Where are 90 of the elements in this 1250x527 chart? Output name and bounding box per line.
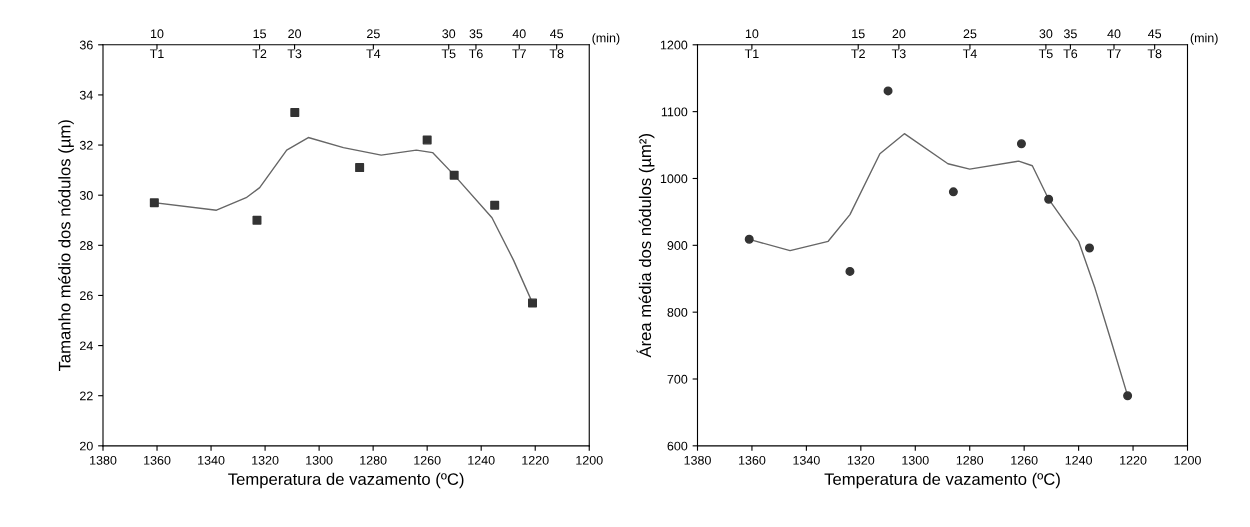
x-tick-label: 1360 [144, 455, 171, 465]
text: 45 [1148, 29, 1162, 39]
y-axis-title: Área média dos nódulos (µm²) [636, 134, 655, 358]
annotation: T6 [1063, 49, 1078, 59]
x-tick-label: 1220 [522, 455, 549, 465]
annotation: T5 [441, 49, 456, 59]
point [1016, 139, 1026, 149]
x-tick-label: 1240 [1065, 455, 1093, 465]
y-tick-label: 1100 [661, 107, 688, 117]
x-tick-label: 1220 [1120, 455, 1147, 465]
annotation: T1 [149, 49, 164, 59]
x-tick-label: 1200 [1174, 455, 1201, 465]
point [528, 298, 538, 308]
x-tick-label: 1340 [198, 455, 225, 465]
y-tick-label: 28 [80, 241, 93, 250]
x-tick-label: 1360 [739, 455, 766, 465]
point [449, 170, 459, 180]
y-tick-label: 26 [80, 291, 93, 301]
text: 25 [367, 29, 380, 39]
text: 40 [1107, 29, 1121, 39]
text: 10 [150, 29, 164, 39]
text: 35 [1063, 29, 1077, 39]
text: 15 [852, 29, 865, 39]
annotation: T4 [366, 49, 381, 59]
annotation: T3 [287, 49, 302, 59]
point [1044, 194, 1054, 204]
y-tick-label: 900 [667, 241, 688, 250]
x-tick-label: 1280 [956, 455, 984, 465]
y-tick-label: 700 [667, 374, 688, 384]
text: 30 [1039, 29, 1053, 39]
text: 20 [892, 29, 906, 39]
point [845, 266, 855, 276]
x-tick-label: 1240 [468, 455, 495, 465]
y-tick-label: 800 [667, 307, 688, 317]
y-tick-label: 36 [79, 40, 93, 50]
annotation: T8 [549, 49, 564, 59]
point [355, 163, 365, 173]
text: 45 [550, 29, 564, 39]
text: (min) [592, 33, 620, 45]
point [490, 200, 500, 210]
x-tick-label: 1320 [847, 455, 875, 465]
text: 10 [745, 29, 759, 39]
text: 35 [469, 29, 483, 39]
annotation: T5 [1038, 49, 1053, 59]
x-axis-title: Temperatura de vazamento (ºC) [824, 472, 1060, 489]
point [149, 198, 159, 208]
text: 25 [963, 29, 977, 39]
y-tick-label: 34 [79, 90, 93, 100]
x-tick-label: 1320 [252, 455, 279, 465]
point [290, 107, 300, 117]
y-tick-label: 24 [80, 341, 93, 351]
annotation: T2 [851, 49, 865, 59]
text: 40 [512, 29, 526, 39]
x-tick-label: 1380 [90, 455, 117, 465]
point [1123, 391, 1133, 401]
text: (min) [1190, 33, 1218, 45]
x-tick-label: 1200 [576, 455, 603, 465]
annotation: T8 [1147, 49, 1162, 59]
x-tick-label: 1280 [360, 455, 387, 465]
x-tick-label: 1380 [684, 455, 711, 465]
point [948, 187, 958, 197]
annotation: T2 [252, 49, 267, 59]
annotation: T4 [962, 49, 977, 59]
annotation: T3 [891, 49, 906, 59]
point [883, 86, 893, 96]
point [1085, 243, 1094, 253]
point [252, 215, 262, 225]
x-tick-label: 1300 [306, 455, 333, 465]
annotation: T1 [744, 49, 759, 59]
x-tick-label: 1260 [1011, 455, 1038, 465]
y-tick-label: 1000 [660, 174, 688, 184]
annotation: T7 [512, 49, 526, 59]
y-tick-label: 1200 [660, 40, 688, 50]
y-axis-title: Tamanho médio dos nódulos (µm) [58, 120, 74, 372]
x-tick-label: 1300 [902, 455, 929, 465]
point [744, 234, 754, 244]
y-tick-label: 30 [79, 190, 93, 200]
y-tick-label: 22 [80, 391, 93, 401]
annotation: T6 [468, 49, 483, 59]
point [422, 135, 432, 145]
annotation: T7 [1106, 49, 1121, 59]
y-tick-label: 32 [79, 140, 93, 150]
x-tick-label: 1260 [414, 455, 441, 465]
x-tick-label: 1340 [793, 455, 820, 465]
text: 20 [288, 29, 302, 39]
text: 30 [442, 29, 456, 39]
text: 15 [253, 29, 266, 39]
y-tick-label: 600 [667, 441, 688, 451]
y-tick-label: 20 [80, 441, 93, 451]
x-axis-title: Temperatura de vazamento (ºC) [228, 472, 464, 489]
